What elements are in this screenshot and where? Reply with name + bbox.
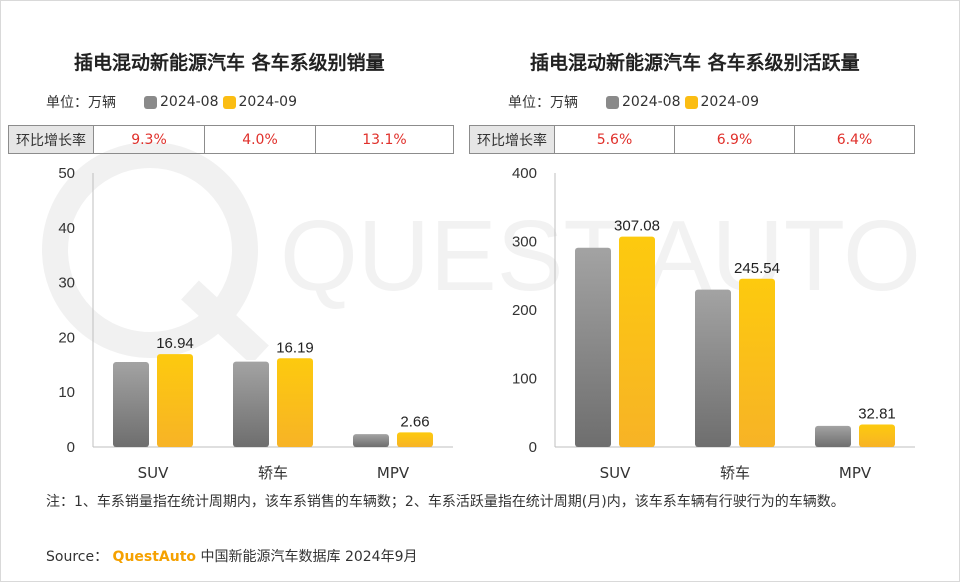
source-brand: QuestAuto: [112, 549, 197, 565]
y-tick-label: 400: [512, 165, 537, 182]
data-label: 16.94: [156, 335, 194, 352]
y-tick-label: 300: [512, 234, 537, 251]
legend-label-2024-09: 2024-09: [238, 94, 298, 110]
data-label: 16.19: [276, 339, 314, 356]
y-tick-label: 0: [529, 439, 537, 456]
legend-swatch-2024-08: [606, 95, 619, 109]
bar-2024-09-轿车: [277, 358, 313, 447]
x-tick-label: MPV: [839, 464, 872, 482]
y-tick-label: 40: [58, 220, 75, 237]
bar-2024-08-MPV: [353, 434, 389, 447]
growth-value: 13.1%: [314, 125, 455, 154]
growth-value: 5.6%: [554, 125, 675, 154]
x-tick-label: MPV: [377, 464, 410, 482]
bar-2024-09-轿车: [739, 278, 775, 447]
source-line: Source： QuestAuto 中国新能源汽车数据库 2024年9月: [46, 546, 418, 566]
bar-2024-08-轿车: [695, 289, 731, 447]
right-unit-label: 单位：万辆: [508, 95, 578, 111]
x-tick-label: 轿车: [720, 464, 750, 482]
legend-swatch-2024-09: [684, 95, 698, 109]
bar-2024-08-SUV: [113, 362, 149, 447]
left-chart-title: 插电混动新能源汽车 各车系级别销量: [74, 52, 385, 74]
growth-value: 6.9%: [674, 125, 795, 154]
growth-value: 6.4%: [794, 125, 915, 154]
x-tick-label: SUV: [138, 464, 170, 482]
right-legend: 2024-08 2024-09: [606, 94, 759, 110]
legend-swatch-2024-08: [144, 95, 157, 109]
bar-2024-09-SUV: [157, 354, 193, 447]
y-tick-label: 30: [58, 275, 75, 292]
y-tick-label: 50: [58, 165, 75, 182]
legend-label-2024-09: 2024-09: [700, 94, 760, 110]
right-unit-row: 单位：万辆 2024-08 2024-09: [508, 92, 759, 112]
y-tick-label: 20: [58, 329, 75, 346]
growth-label: 环比增长率: [8, 125, 94, 154]
y-tick-label: 0: [67, 439, 75, 456]
bar-2024-09-MPV: [397, 432, 433, 447]
legend-swatch-2024-09: [222, 95, 236, 109]
data-label: 245.54: [734, 260, 780, 277]
footnote: 注：1、车系销量指在统计周期内，该车系销售的车辆数；2、车系活跃量指在统计周期(…: [46, 494, 845, 510]
legend-label-2024-08: 2024-08: [160, 94, 219, 110]
growth-value: 9.3%: [93, 125, 205, 154]
x-tick-label: SUV: [600, 464, 632, 482]
bar-2024-08-轿车: [233, 361, 269, 447]
bar-2024-09-MPV: [859, 424, 895, 447]
bar-2024-08-SUV: [575, 247, 611, 447]
legend-label-2024-08: 2024-08: [622, 94, 681, 110]
growth-value: 4.0%: [203, 125, 316, 154]
source-rest: 中国新能源汽车数据库 2024年9月: [200, 549, 418, 565]
right-growth-table: 环比增长率 5.6% 6.9% 6.4%: [469, 125, 915, 154]
y-tick-label: 10: [58, 384, 75, 401]
y-tick-label: 200: [512, 302, 537, 319]
left-unit-label: 单位：万辆: [46, 95, 116, 111]
right-chart-title: 插电混动新能源汽车 各车系级别活跃量: [530, 52, 860, 74]
x-tick-label: 轿车: [258, 464, 288, 482]
data-label: 307.08: [614, 218, 660, 235]
bar-2024-09-SUV: [619, 236, 655, 447]
data-label: 2.66: [400, 413, 429, 430]
left-bar-chart: 0 10 20 30 40 50 16.94 SUV 16.19 轿车 2.66 MPV: [58, 165, 453, 482]
bar-2024-08-MPV: [815, 425, 851, 447]
left-growth-table: 环比增长率 9.3% 4.0% 13.1%: [8, 125, 455, 154]
growth-label: 环比增长率: [469, 125, 555, 154]
left-unit-row: 单位：万辆 2024-08 2024-09: [46, 92, 297, 112]
y-tick-label: 100: [512, 371, 537, 388]
data-label: 32.81: [858, 406, 896, 423]
source-prefix: Source：: [46, 549, 109, 565]
right-bar-chart: 0 100 200 300 400 307.08 SUV 245.54 轿车 32.81 MPV: [512, 165, 915, 482]
left-legend: 2024-08 2024-09: [144, 94, 297, 110]
